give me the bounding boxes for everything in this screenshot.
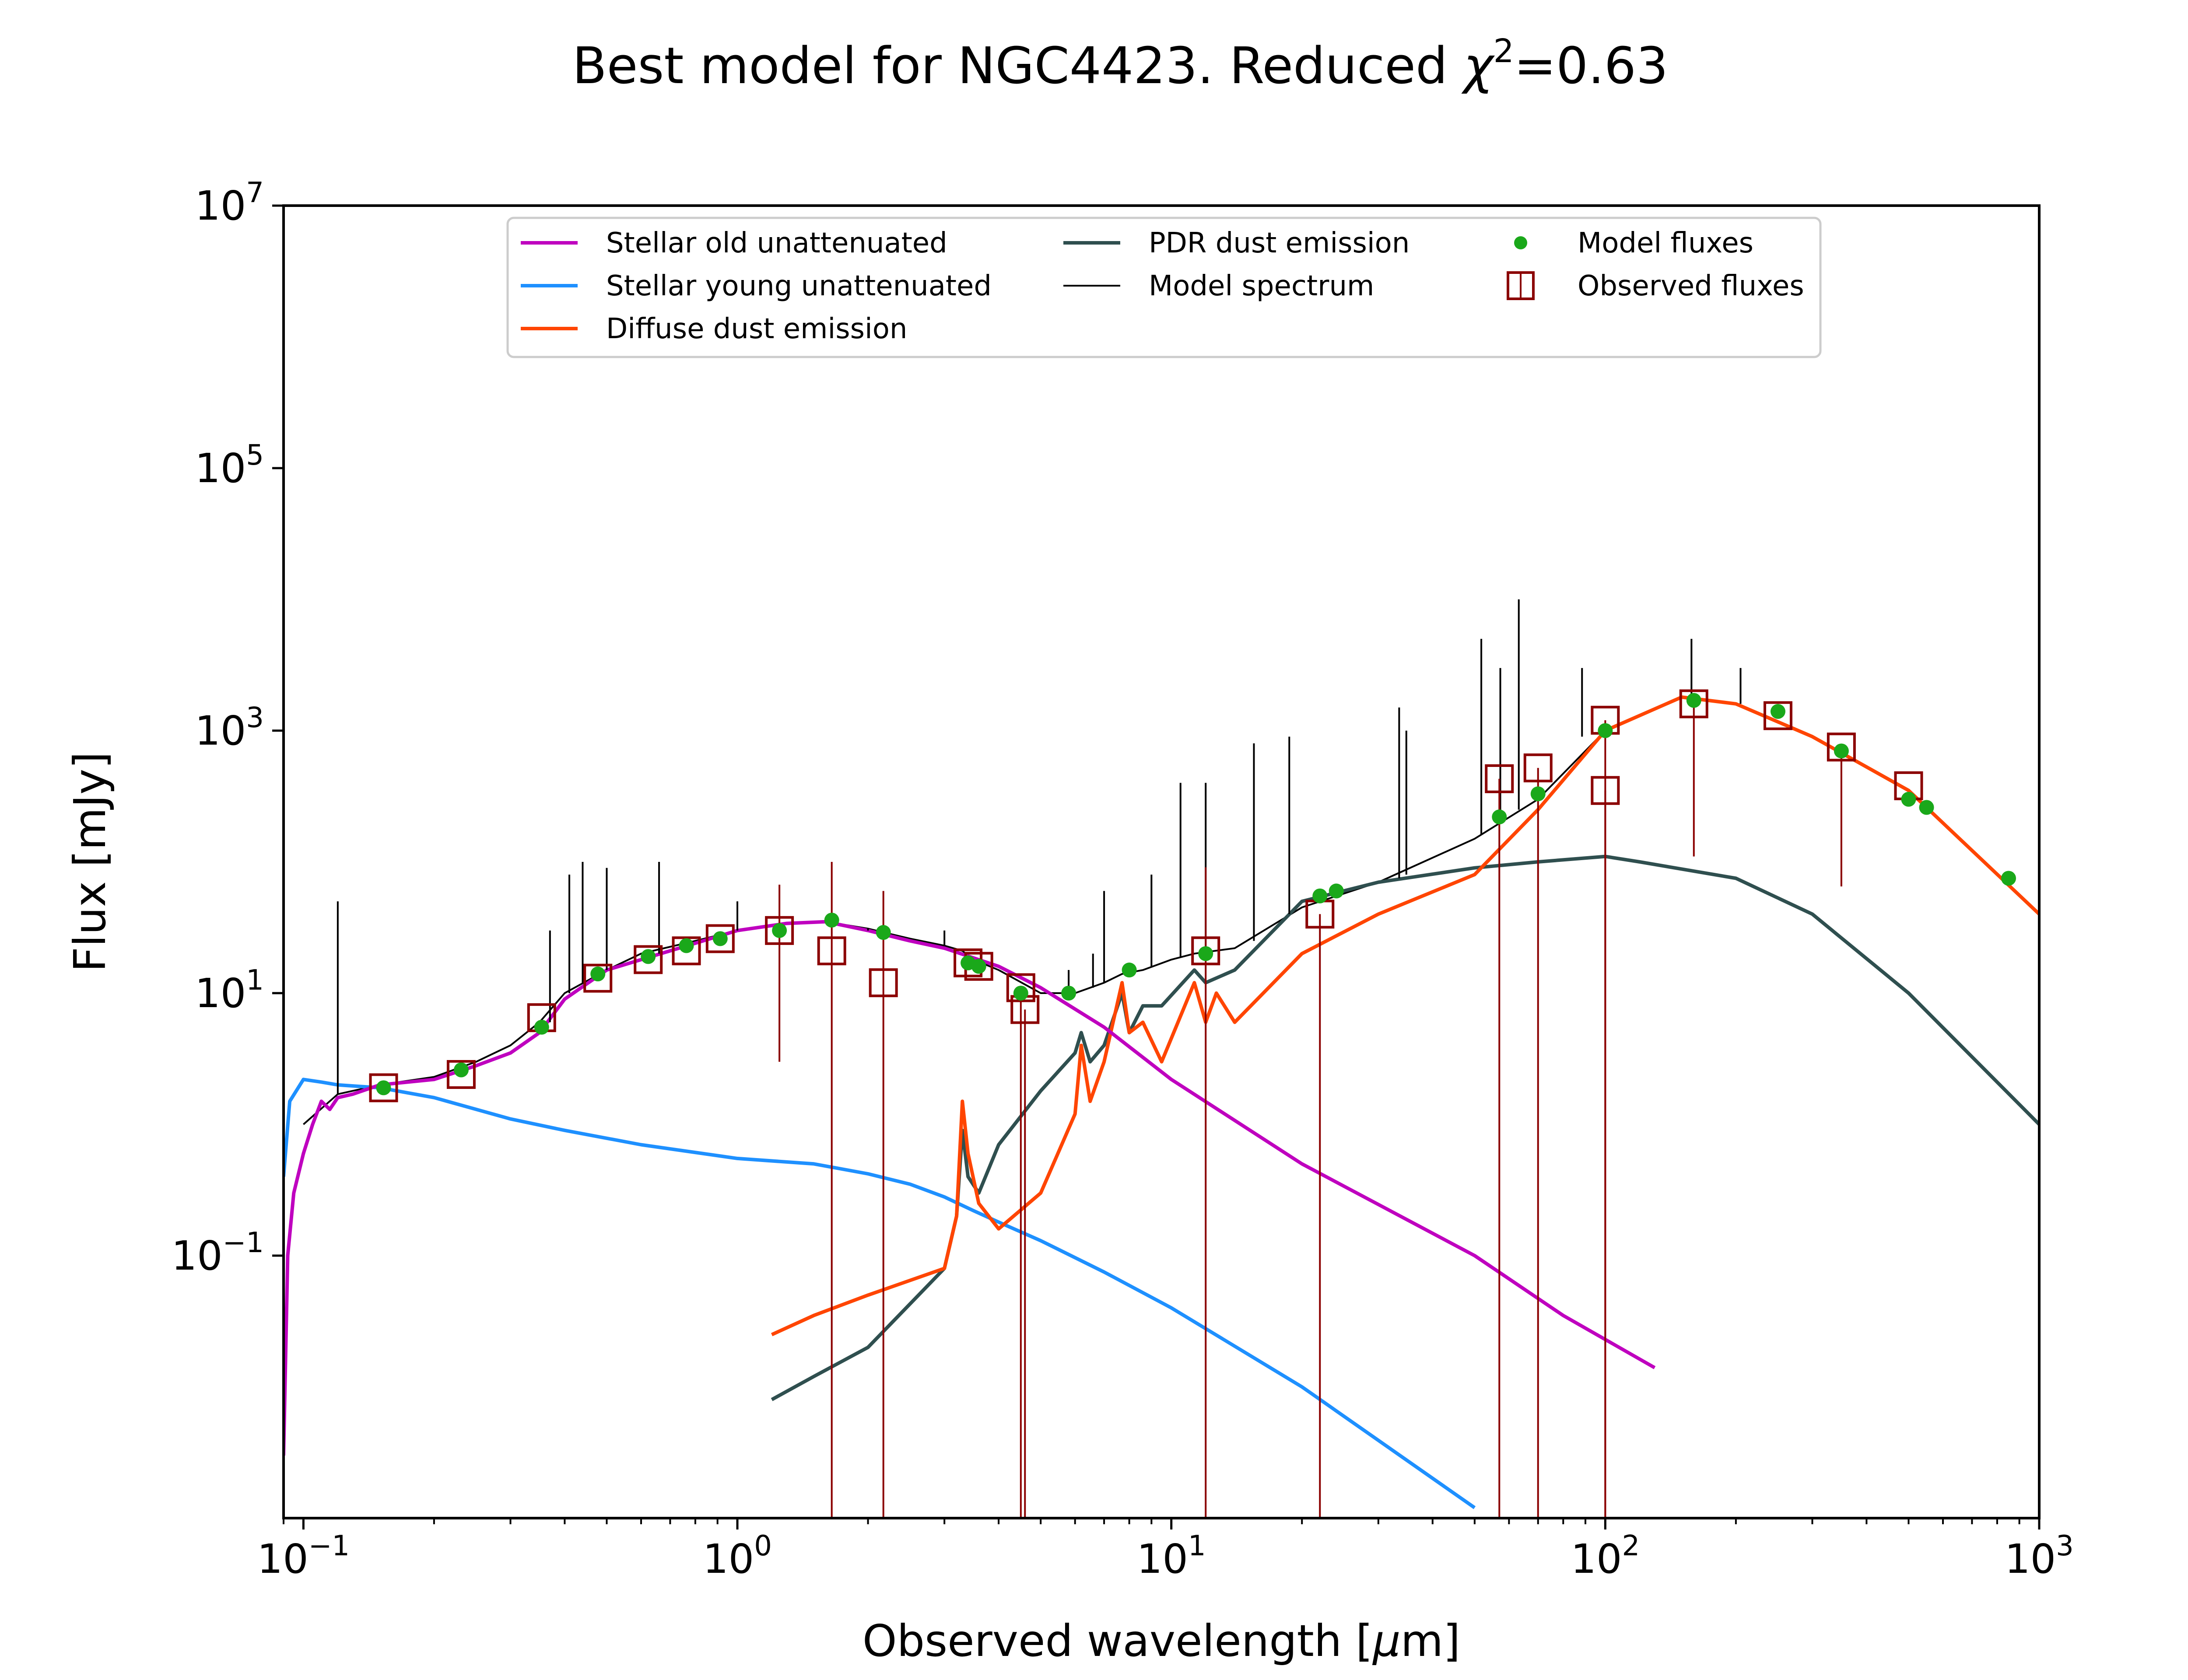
observed-flux-marker: [869, 968, 898, 998]
observed-flux-marker: [1679, 689, 1708, 718]
legend-label-model-fluxes: Model fluxes: [1578, 227, 1753, 259]
y-tick-label: 105: [195, 439, 264, 492]
x-tick-label: 101: [1137, 1530, 1206, 1582]
legend-box: [506, 217, 1822, 358]
model-flux-point: [679, 938, 694, 953]
plot-area: [284, 599, 2039, 1518]
legend-label-pdr-dust-emission: PDR dust emission: [1149, 227, 1410, 259]
model-flux-point: [590, 966, 606, 982]
model-flux-point: [1919, 800, 1934, 815]
model-flux-point: [1122, 962, 1137, 978]
model-flux-point: [453, 1062, 469, 1078]
observed-flux-marker: [369, 1073, 398, 1102]
model-flux-point: [712, 931, 728, 946]
series-line-stellar-old-unattenuated: [284, 920, 1656, 1456]
x-tick-label: 103: [2005, 1530, 2074, 1582]
observed-flux-marker: [817, 936, 846, 966]
model-flux-point: [971, 959, 986, 974]
model-flux-point: [1198, 946, 1213, 961]
model-flux-point: [1598, 723, 1613, 738]
model-flux-point: [1770, 704, 1785, 719]
legend-label-diffuse-dust-emission: Diffuse dust emission: [606, 313, 907, 345]
model-flux-point: [376, 1080, 391, 1096]
y-tick-label: 107: [195, 177, 264, 229]
observed-flux-marker: [1591, 776, 1620, 805]
observed-flux-marker: [634, 945, 663, 974]
model-flux-point: [1834, 743, 1849, 759]
observed-flux-marker: [1191, 936, 1220, 966]
legend-label-stellar-young-unattenuated: Stellar young unattenuated: [606, 270, 992, 302]
model-flux-point: [876, 925, 891, 940]
x-tick-label: 10−1: [257, 1530, 350, 1582]
model-flux-point: [2001, 871, 2016, 886]
observed-flux-marker: [446, 1060, 476, 1089]
series-line-stellar-young-unattenuated: [284, 1078, 1476, 1509]
y-tick-label: 10−1: [172, 1227, 264, 1279]
model-flux-point: [1329, 883, 1344, 899]
axes-frame: [282, 204, 2041, 1519]
observed-flux-marker: [1763, 701, 1792, 730]
model-flux-point: [1061, 986, 1076, 1001]
legend: Stellar old unattenuated Stellar young un…: [506, 217, 1822, 358]
legend-label-stellar-old-unattenuated: Stellar old unattenuated: [606, 227, 947, 259]
model-flux-point: [641, 949, 656, 964]
model-flux-point: [1901, 791, 1916, 807]
model-flux-point: [772, 923, 787, 938]
x-tick-label: 100: [703, 1530, 772, 1582]
y-axis-label: Flux [mJy]: [64, 752, 116, 972]
legend-label-model-spectrum: Model spectrum: [1149, 270, 1374, 302]
model-flux-point: [1312, 888, 1328, 903]
model-flux-point: [1492, 809, 1507, 825]
y-tick-label: 101: [195, 964, 264, 1017]
series-line-model-spectrum: [303, 696, 2039, 1125]
observed-flux-marker: [1006, 973, 1035, 1002]
series-line-diffuse-dust-emission: [771, 695, 2039, 1337]
model-flux-point: [1013, 986, 1028, 1001]
model-flux-point: [1686, 693, 1701, 708]
y-tick-label: 103: [195, 702, 264, 754]
model-flux-point: [1530, 786, 1546, 802]
x-tick-label: 102: [1571, 1530, 1640, 1582]
observed-flux-marker: [1523, 753, 1553, 783]
model-flux-point: [824, 913, 839, 928]
x-axis-label: Observed wavelength [μm]: [863, 1615, 1460, 1666]
legend-swatch: [1514, 236, 1527, 249]
observed-flux-marker: [765, 916, 794, 945]
observed-flux-marker: [1827, 732, 1856, 762]
model-flux-point: [534, 1019, 549, 1035]
chart-title: Best model for NGC4423. Reduced χ2=0.63: [572, 32, 1668, 95]
observed-flux-marker: [672, 936, 701, 966]
observed-flux-marker: [1485, 764, 1514, 793]
legend-label-observed-fluxes: Observed fluxes: [1578, 270, 1804, 302]
observed-flux-marker: [705, 924, 735, 953]
observed-flux-marker: [583, 963, 613, 993]
axis-ticks: 10−1 100 101 102 103 10−1 101 103 105 107: [172, 177, 2074, 1582]
